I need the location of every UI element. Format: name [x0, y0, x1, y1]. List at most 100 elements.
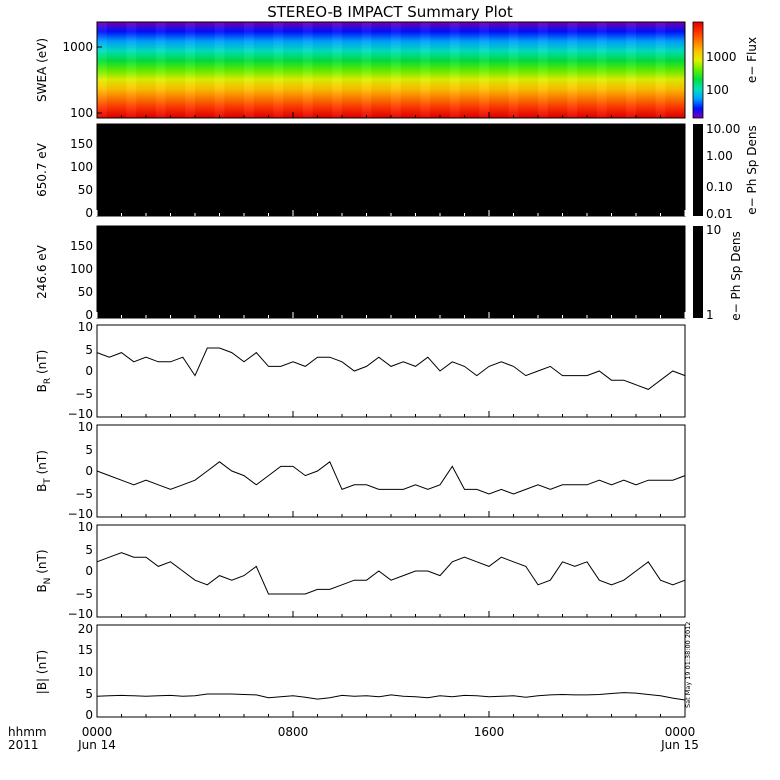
swea-streak — [469, 22, 479, 118]
swea-streak — [361, 22, 372, 118]
swea-streak — [381, 22, 391, 118]
bn-series-line — [96, 552, 686, 595]
swea-streak — [214, 22, 225, 118]
bt-ytick-0: 0 — [85, 464, 93, 478]
swea-streak — [499, 22, 509, 118]
swea-streak — [430, 22, 440, 118]
swea-streak — [254, 22, 264, 118]
bmag-ytick-15: 15 — [78, 643, 93, 657]
swea-streak — [420, 22, 431, 118]
swea-streak — [636, 22, 646, 118]
swea-streak — [117, 22, 127, 118]
pad1-ylabel: 650.7 eV — [35, 142, 49, 197]
bt-ylabel: BT (nT) — [35, 450, 53, 492]
bt-panel: 10 5 0 −5 −10 BT (nT) — [35, 420, 686, 521]
swea-streak — [264, 22, 274, 118]
swea-ylabel: SWEA (eV) — [35, 38, 49, 102]
swea-streak — [126, 22, 137, 118]
pad2-cbar-tick-10: 10 — [706, 223, 721, 237]
bn-ylabel: BN (nT) — [35, 549, 53, 592]
pad1-cbar-tick-0.01: 0.01 — [706, 207, 733, 221]
swea-streak — [646, 22, 656, 118]
swea-streak — [244, 22, 254, 118]
bmag-ylabel: |B| (nT) — [35, 650, 49, 694]
pad2-cbar-tick-1: 1 — [706, 308, 714, 322]
swea-streak — [391, 22, 401, 118]
swea-streak — [479, 22, 489, 118]
br-ytick-m5: −5 — [75, 387, 93, 401]
br-ylabel: BR (nT) — [35, 350, 53, 393]
swea-streak — [440, 22, 450, 118]
bn-panel: 10 5 0 −5 −10 BN (nT) — [35, 520, 686, 621]
br-series-line — [96, 347, 686, 390]
swea-streak — [234, 22, 244, 118]
pad1-colorbar — [693, 124, 703, 216]
pad1-cbar-tick-10: 10.00 — [706, 122, 740, 136]
swea-streak — [155, 22, 166, 118]
swea-streak — [107, 22, 117, 118]
pad2-ylabel: 246.6 eV — [35, 244, 49, 299]
time-axis: hhmm 2011 0000 Jun 14 0800 1600 0000 Jun… — [8, 725, 699, 752]
pad2-spectrogram — [97, 226, 685, 318]
swea-streak — [195, 22, 205, 118]
swea-streak — [528, 22, 538, 118]
swea-streak — [273, 22, 284, 118]
pad2-ytick-50: 50 — [78, 285, 93, 299]
time-tick-label-2: 1600 — [474, 725, 505, 739]
time-tick-label-3: 0000 — [665, 725, 696, 739]
swea-streak — [205, 22, 215, 118]
swea-streak — [224, 22, 234, 118]
time-tick-sublabel-0: Jun 14 — [77, 738, 116, 752]
bt-ytick-5: 5 — [85, 443, 93, 457]
swea-streak — [332, 22, 342, 118]
bmag-panel: 20 15 10 5 0 |B| (nT) Sat May 19 01:38:0… — [35, 622, 692, 722]
swea-streak — [675, 22, 685, 118]
swea-streak — [302, 22, 313, 118]
bmag-ytick-10: 10 — [78, 665, 93, 679]
swea-streak — [655, 22, 666, 118]
swea-panel: 1000 100 SWEA (eV) 1000 100 e− Flux — [35, 21, 759, 120]
time-tick-sublabel-3: Jun 15 — [660, 738, 699, 752]
swea-streak — [449, 22, 460, 118]
pad1-ytick-150: 150 — [70, 137, 93, 151]
swea-cbar-label: e− Flux — [745, 37, 759, 83]
bmag-ytick-0: 0 — [85, 708, 93, 722]
swea-streak — [558, 22, 568, 118]
time-tick-label-0: 0000 — [82, 725, 113, 739]
pad2-panel: 150 100 50 0 246.6 eV 10 1 e− Ph Sp Dens — [35, 223, 743, 322]
pad1-cbar-tick-0.1: 0.10 — [706, 180, 733, 194]
pad2-cbar-label: e− Ph Sp Dens — [729, 231, 743, 320]
br-ytick-10: 10 — [78, 320, 93, 334]
pad2-colorbar — [693, 226, 703, 318]
pad1-ytick-100: 100 — [70, 160, 93, 174]
swea-streak — [146, 22, 156, 118]
swea-streak — [293, 22, 303, 118]
pad2-ytick-100: 100 — [70, 262, 93, 276]
swea-streak — [283, 22, 293, 118]
br-ytick-m10: −10 — [68, 407, 93, 421]
bmag-ytick-20: 20 — [78, 622, 93, 636]
swea-spectrogram — [97, 22, 685, 118]
pad2-ytick-150: 150 — [70, 239, 93, 253]
swea-streak — [136, 22, 146, 118]
br-ytick-5: 5 — [85, 343, 93, 357]
swea-streak — [313, 22, 323, 118]
swea-streaks — [97, 22, 685, 118]
swea-streak — [352, 22, 362, 118]
swea-streak — [371, 22, 381, 118]
swea-streak — [626, 22, 636, 118]
bmag-ytick-5: 5 — [85, 687, 93, 701]
swea-streak — [460, 22, 470, 118]
swea-streak — [567, 22, 578, 118]
pad1-cbar-label: e− Ph Sp Dens — [745, 125, 759, 214]
time-tick-marks — [96, 112, 686, 717]
swea-colorbar — [692, 21, 704, 119]
swea-streak — [538, 22, 548, 118]
swea-streak — [342, 22, 352, 118]
swea-streak — [616, 22, 626, 118]
swea-streak — [665, 22, 675, 118]
pad1-ytick-50: 50 — [78, 183, 93, 197]
bt-ytick-m10: −10 — [68, 507, 93, 521]
time-prefix-year: 2011 — [8, 738, 39, 752]
